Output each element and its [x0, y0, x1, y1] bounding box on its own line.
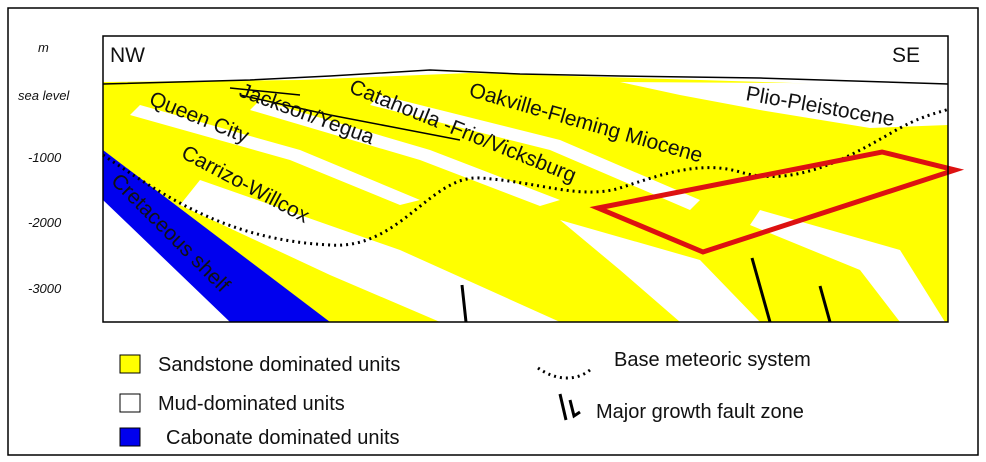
legend-swatch — [120, 394, 140, 412]
legend-swatch — [120, 428, 140, 446]
direction-label: SE — [892, 44, 920, 67]
legend-label: Major growth fault zone — [596, 401, 804, 423]
cross-section-figure: m sea level -1000 -2000 -3000 NW SE Quee… — [0, 0, 986, 462]
depth-label: sea level — [18, 88, 70, 103]
legend-label: Cabonate dominated units — [166, 427, 400, 449]
depth-label: -3000 — [28, 281, 62, 296]
depth-unit: m — [38, 40, 49, 55]
depth-label: -1000 — [28, 150, 62, 165]
legend-label: Mud-dominated units — [158, 393, 345, 415]
legend-label: Base meteoric system — [614, 349, 811, 371]
legend-swatch — [120, 355, 140, 373]
direction-label: NW — [110, 44, 145, 67]
legend-label: Sandstone dominated units — [158, 354, 400, 376]
depth-label: -2000 — [28, 215, 62, 230]
